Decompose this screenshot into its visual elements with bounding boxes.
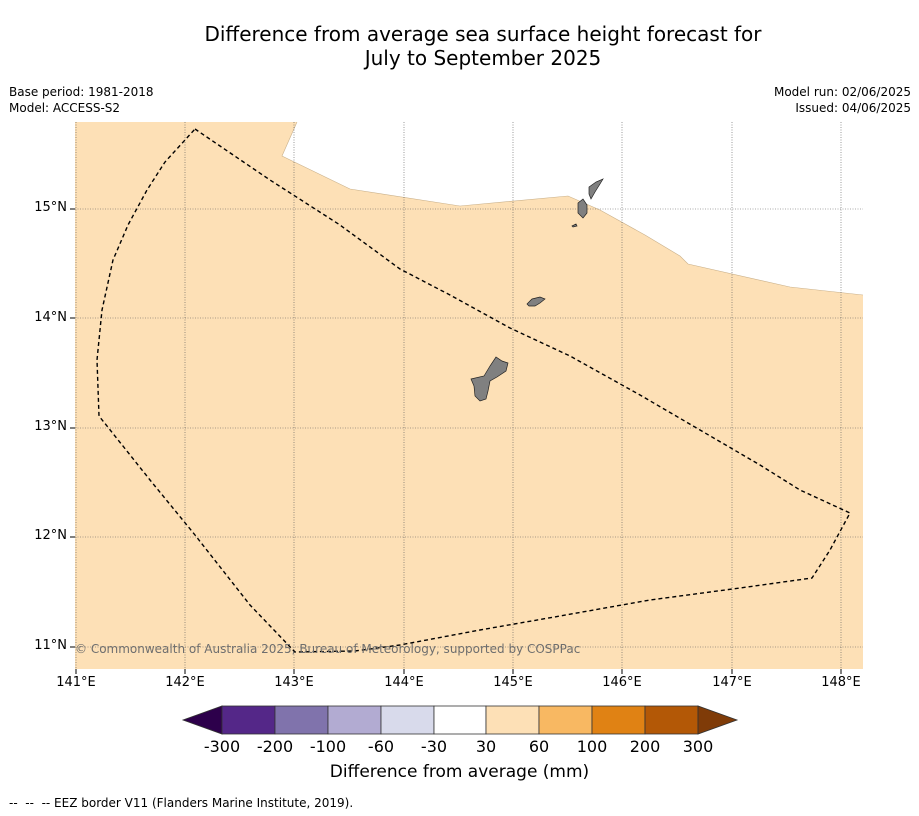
colorbar-title: Difference from average (mm) bbox=[329, 762, 590, 782]
colorbar-bin-6 bbox=[485, 705, 540, 735]
lon-label-146: 146°E bbox=[602, 675, 642, 690]
colorbar bbox=[181, 705, 739, 735]
graticule bbox=[75, 122, 863, 669]
colorbar-tick-label: 60 bbox=[528, 737, 550, 756]
no-data-boundary bbox=[281, 121, 864, 296]
colorbar-bin-3 bbox=[327, 705, 382, 735]
lon-label-148: 148°E bbox=[821, 675, 861, 690]
colorbar-tick-label: 30 bbox=[475, 737, 497, 756]
colorbar-bin-5 bbox=[433, 705, 487, 735]
map-no-data-area bbox=[282, 122, 863, 295]
colorbar-tick-label: -30 bbox=[420, 737, 448, 756]
colorbar-tick-label: -60 bbox=[367, 737, 395, 756]
colorbar-bin-4 bbox=[380, 705, 435, 735]
lat-label-14: 14°N bbox=[34, 310, 67, 325]
lon-label-147: 147°E bbox=[712, 675, 752, 690]
lon-label-141: 141°E bbox=[56, 675, 96, 690]
colorbar-extend-low bbox=[181, 705, 223, 735]
eez-legend-note: -- -- -- EEZ border V11 (Flanders Marine… bbox=[9, 796, 354, 810]
axis-ticks bbox=[70, 208, 842, 674]
copyright-notice: © Commonwealth of Australia 2025, Bureau… bbox=[75, 642, 581, 656]
meta-left: Base period: 1981-2018 Model: ACCESS-S2 bbox=[9, 84, 154, 116]
lon-label-145: 145°E bbox=[493, 675, 533, 690]
colorbar-tick-label: 100 bbox=[576, 737, 608, 756]
island-tinian bbox=[577, 198, 588, 219]
colorbar-tick-label: 300 bbox=[682, 737, 714, 756]
meta-right: Model run: 02/06/2025 Issued: 04/06/2025 bbox=[774, 84, 911, 116]
title-line-1: Difference from average sea surface heig… bbox=[204, 22, 762, 46]
title-line-2: July to September 2025 bbox=[364, 46, 602, 70]
lon-label-144: 144°E bbox=[384, 675, 424, 690]
eez-border bbox=[96, 128, 851, 653]
colorbar-bin-8 bbox=[591, 705, 646, 735]
island-rota bbox=[526, 296, 546, 307]
lat-label-11: 11°N bbox=[34, 638, 67, 653]
colorbar-bin-2 bbox=[274, 705, 329, 735]
colorbar-tick-label: -200 bbox=[256, 737, 294, 756]
colorbar-bin-7 bbox=[538, 705, 593, 735]
lat-label-15: 15°N bbox=[34, 200, 67, 215]
colorbar-bin-9 bbox=[644, 705, 699, 735]
issued-date: Issued: 04/06/2025 bbox=[795, 101, 911, 115]
colorbar-tick-label: -100 bbox=[309, 737, 347, 756]
model-name: Model: ACCESS-S2 bbox=[9, 101, 121, 115]
colorbar-tick-label: -300 bbox=[203, 737, 241, 756]
colorbar-extend-high bbox=[697, 705, 739, 735]
island-aguijan bbox=[571, 223, 578, 228]
island-guam bbox=[470, 356, 509, 402]
lon-label-143: 143°E bbox=[274, 675, 314, 690]
base-period: Base period: 1981-2018 bbox=[9, 85, 154, 99]
lat-label-13: 13°N bbox=[34, 419, 67, 434]
island-saipan bbox=[588, 178, 604, 200]
lat-label-12: 12°N bbox=[34, 528, 67, 543]
colorbar-bin-1 bbox=[221, 705, 276, 735]
lon-label-142: 142°E bbox=[165, 675, 205, 690]
chart-title: Difference from average sea surface heig… bbox=[0, 22, 919, 70]
colorbar-tick-label: 200 bbox=[629, 737, 661, 756]
islands bbox=[470, 178, 604, 402]
model-run: Model run: 02/06/2025 bbox=[773, 85, 911, 99]
